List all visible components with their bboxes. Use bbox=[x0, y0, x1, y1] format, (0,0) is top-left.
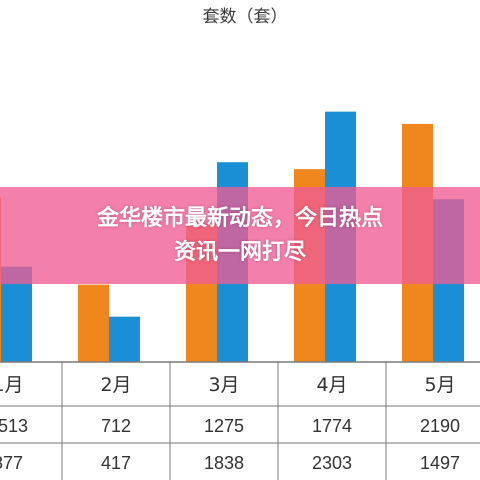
table-value-series-1: 712 bbox=[101, 416, 131, 436]
table-value-series-1: 2190 bbox=[420, 416, 460, 436]
table-value-series-2: 2303 bbox=[312, 453, 352, 473]
table-value-series-1: 1774 bbox=[312, 416, 352, 436]
data-table: 1月 2月 3月 4月 5月 1513 712 1275 1774 2190 877 417 1838 2… bbox=[0, 361, 480, 480]
bar-series-1-2 bbox=[78, 284, 109, 362]
table-value-series-2: 1838 bbox=[204, 453, 244, 473]
x-tick-label: 5月 bbox=[424, 374, 455, 396]
x-tick-label: 2月 bbox=[100, 374, 131, 396]
headline-banner[interactable]: 金华楼市最新动态，今日热点 资讯一网打尽 bbox=[0, 187, 480, 284]
headline-line-1: 金华楼市最新动态，今日热点 bbox=[96, 205, 383, 231]
bar-series-2-2 bbox=[109, 316, 140, 362]
x-tick-label: 4月 bbox=[316, 374, 347, 396]
table-value-series-2: 1497 bbox=[420, 453, 460, 473]
headline-line-2: 资讯一网打尽 bbox=[173, 239, 306, 265]
table-value-series-2: 417 bbox=[101, 453, 131, 473]
x-tick-label: 1月 bbox=[0, 374, 24, 396]
x-tick-label: 3月 bbox=[208, 374, 239, 396]
table-value-series-2: 877 bbox=[0, 453, 23, 473]
y-axis-label: 套数（套） bbox=[202, 7, 288, 27]
table-value-series-1: 1275 bbox=[204, 416, 244, 436]
table-value-series-1: 1513 bbox=[0, 416, 28, 436]
